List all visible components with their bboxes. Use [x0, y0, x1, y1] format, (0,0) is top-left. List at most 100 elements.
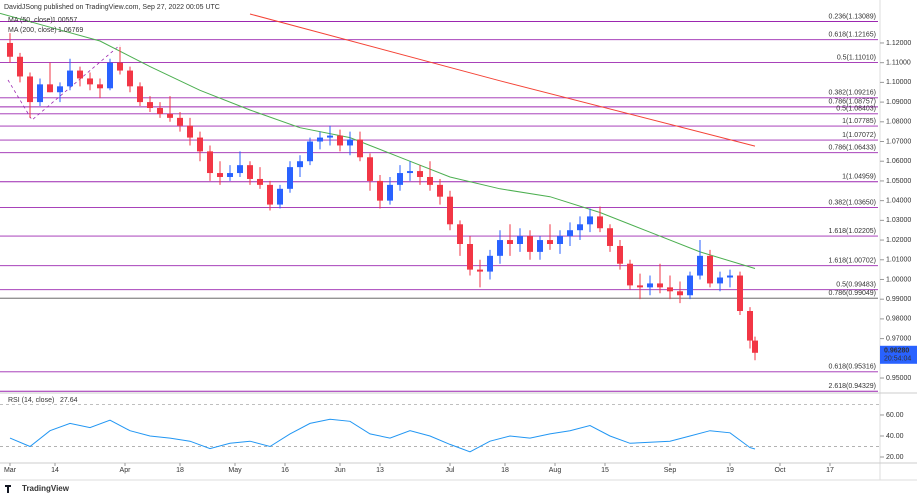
- candle-body: [347, 139, 353, 146]
- candle-body: [647, 283, 653, 288]
- candle-body: [47, 84, 53, 93]
- y-tick-label: 0.97000: [886, 335, 911, 342]
- candle-body: [397, 173, 403, 185]
- candle-body: [627, 263, 633, 286]
- candle-body: [587, 216, 593, 225]
- candle-body: [57, 86, 63, 93]
- candle-body: [387, 184, 393, 201]
- candle-body: [697, 255, 703, 276]
- candle-body: [517, 236, 523, 244]
- fib-label: 1.618(1.00702): [829, 257, 876, 264]
- x-tick-label: Jul: [446, 467, 455, 474]
- candle-body: [677, 291, 683, 296]
- candle-body: [507, 240, 513, 244]
- candle-body: [597, 216, 603, 229]
- candle-body: [77, 70, 83, 79]
- fib-label: 1(1.07785): [842, 118, 876, 125]
- candle-body: [177, 117, 183, 126]
- candle-body: [147, 102, 153, 109]
- brand-logo: [5, 485, 11, 493]
- x-tick-label: 18: [501, 467, 509, 474]
- candle-body: [117, 62, 123, 71]
- candle-body: [527, 236, 533, 252]
- x-tick-label: Sep: [664, 467, 677, 474]
- candle-body: [257, 178, 263, 185]
- y-tick-label: 1.01000: [886, 257, 911, 264]
- candle-body: [467, 243, 473, 270]
- candle-body: [497, 240, 503, 256]
- fib-label: 0.786(0.99049): [829, 290, 876, 297]
- y-tick-label: 1.05000: [886, 178, 911, 185]
- candle-body: [577, 224, 583, 231]
- fib-label: 1(1.04959): [842, 174, 876, 181]
- fib-label: 0.618(0.95316): [829, 364, 876, 371]
- y-tick-label: 1.09000: [886, 99, 911, 106]
- candle-body: [717, 277, 723, 284]
- candle-body: [377, 180, 383, 201]
- candle-body: [657, 283, 663, 288]
- candle-body: [37, 84, 43, 103]
- y-tick-label: 1.11000: [886, 60, 911, 67]
- candle-body: [367, 157, 373, 181]
- x-tick-label: Jun: [334, 467, 345, 474]
- y-tick-label: 20.00: [886, 454, 904, 461]
- rsi-line: [9, 418, 756, 453]
- y-tick-label: 0.99000: [886, 296, 911, 303]
- price-tag-label: 0.96280: [884, 348, 909, 355]
- candle-body: [197, 137, 203, 152]
- x-tick-label: 14: [51, 467, 59, 474]
- x-tick-label: Aug: [549, 467, 562, 474]
- x-tick-label: 15: [601, 467, 609, 474]
- candle-body: [167, 113, 173, 118]
- x-tick-label: Oct: [775, 467, 786, 474]
- fib-label: 0.786(1.06433): [829, 145, 876, 152]
- candle-body: [267, 184, 273, 205]
- candle-body: [17, 56, 23, 77]
- candle-body: [337, 135, 343, 146]
- candle-body: [747, 311, 753, 341]
- candle-body: [137, 86, 143, 103]
- legend-value: 1.06769: [58, 27, 83, 34]
- candle-body: [297, 161, 303, 168]
- candle-body: [237, 165, 243, 174]
- candle-body: [207, 151, 213, 174]
- legend-label: MA (50, close): [8, 17, 53, 24]
- y-tick-label: 1.07000: [886, 138, 911, 145]
- candle-body: [217, 173, 223, 177]
- x-tick-label: 18: [176, 467, 184, 474]
- y-tick-label: 0.95000: [886, 375, 911, 382]
- fib-label: 0.618(1.12165): [829, 32, 876, 39]
- candle-body: [727, 275, 733, 278]
- fib-label: 0.5(1.08403): [836, 106, 876, 113]
- y-tick-label: 1.12000: [886, 40, 911, 47]
- candle-body: [27, 76, 33, 103]
- candle-body: [307, 141, 313, 162]
- x-tick-label: Mar: [4, 467, 17, 474]
- y-tick-label: 0.98000: [886, 316, 911, 323]
- candle-body: [607, 228, 613, 246]
- candle-body: [707, 255, 713, 284]
- candle-body: [327, 135, 333, 138]
- candle-body: [357, 139, 363, 158]
- candle-body: [157, 108, 163, 114]
- candle-body: [407, 171, 413, 174]
- x-tick-label: 16: [281, 467, 289, 474]
- x-tick-label: 13: [376, 467, 384, 474]
- y-tick-label: 1.06000: [886, 158, 911, 165]
- x-tick-label: Apr: [120, 467, 132, 474]
- countdown: 20:54:04: [884, 356, 911, 363]
- ma-line: [0, 12, 756, 269]
- y-tick-label: 1.02000: [886, 237, 911, 244]
- candle-body: [7, 42, 13, 57]
- fib-label: 0.5(1.11010): [837, 54, 876, 61]
- y-tick-label: 1.04000: [886, 197, 911, 204]
- candle-body: [127, 70, 133, 87]
- candle-body: [637, 285, 643, 288]
- y-tick-label: 60.00: [886, 412, 904, 419]
- candle-body: [417, 171, 423, 177]
- candle-body: [477, 269, 483, 272]
- candle-body: [537, 240, 543, 252]
- fib-label: 1(1.07072): [842, 132, 876, 139]
- header: DavidJSong published on TradingView.com,…: [4, 4, 220, 11]
